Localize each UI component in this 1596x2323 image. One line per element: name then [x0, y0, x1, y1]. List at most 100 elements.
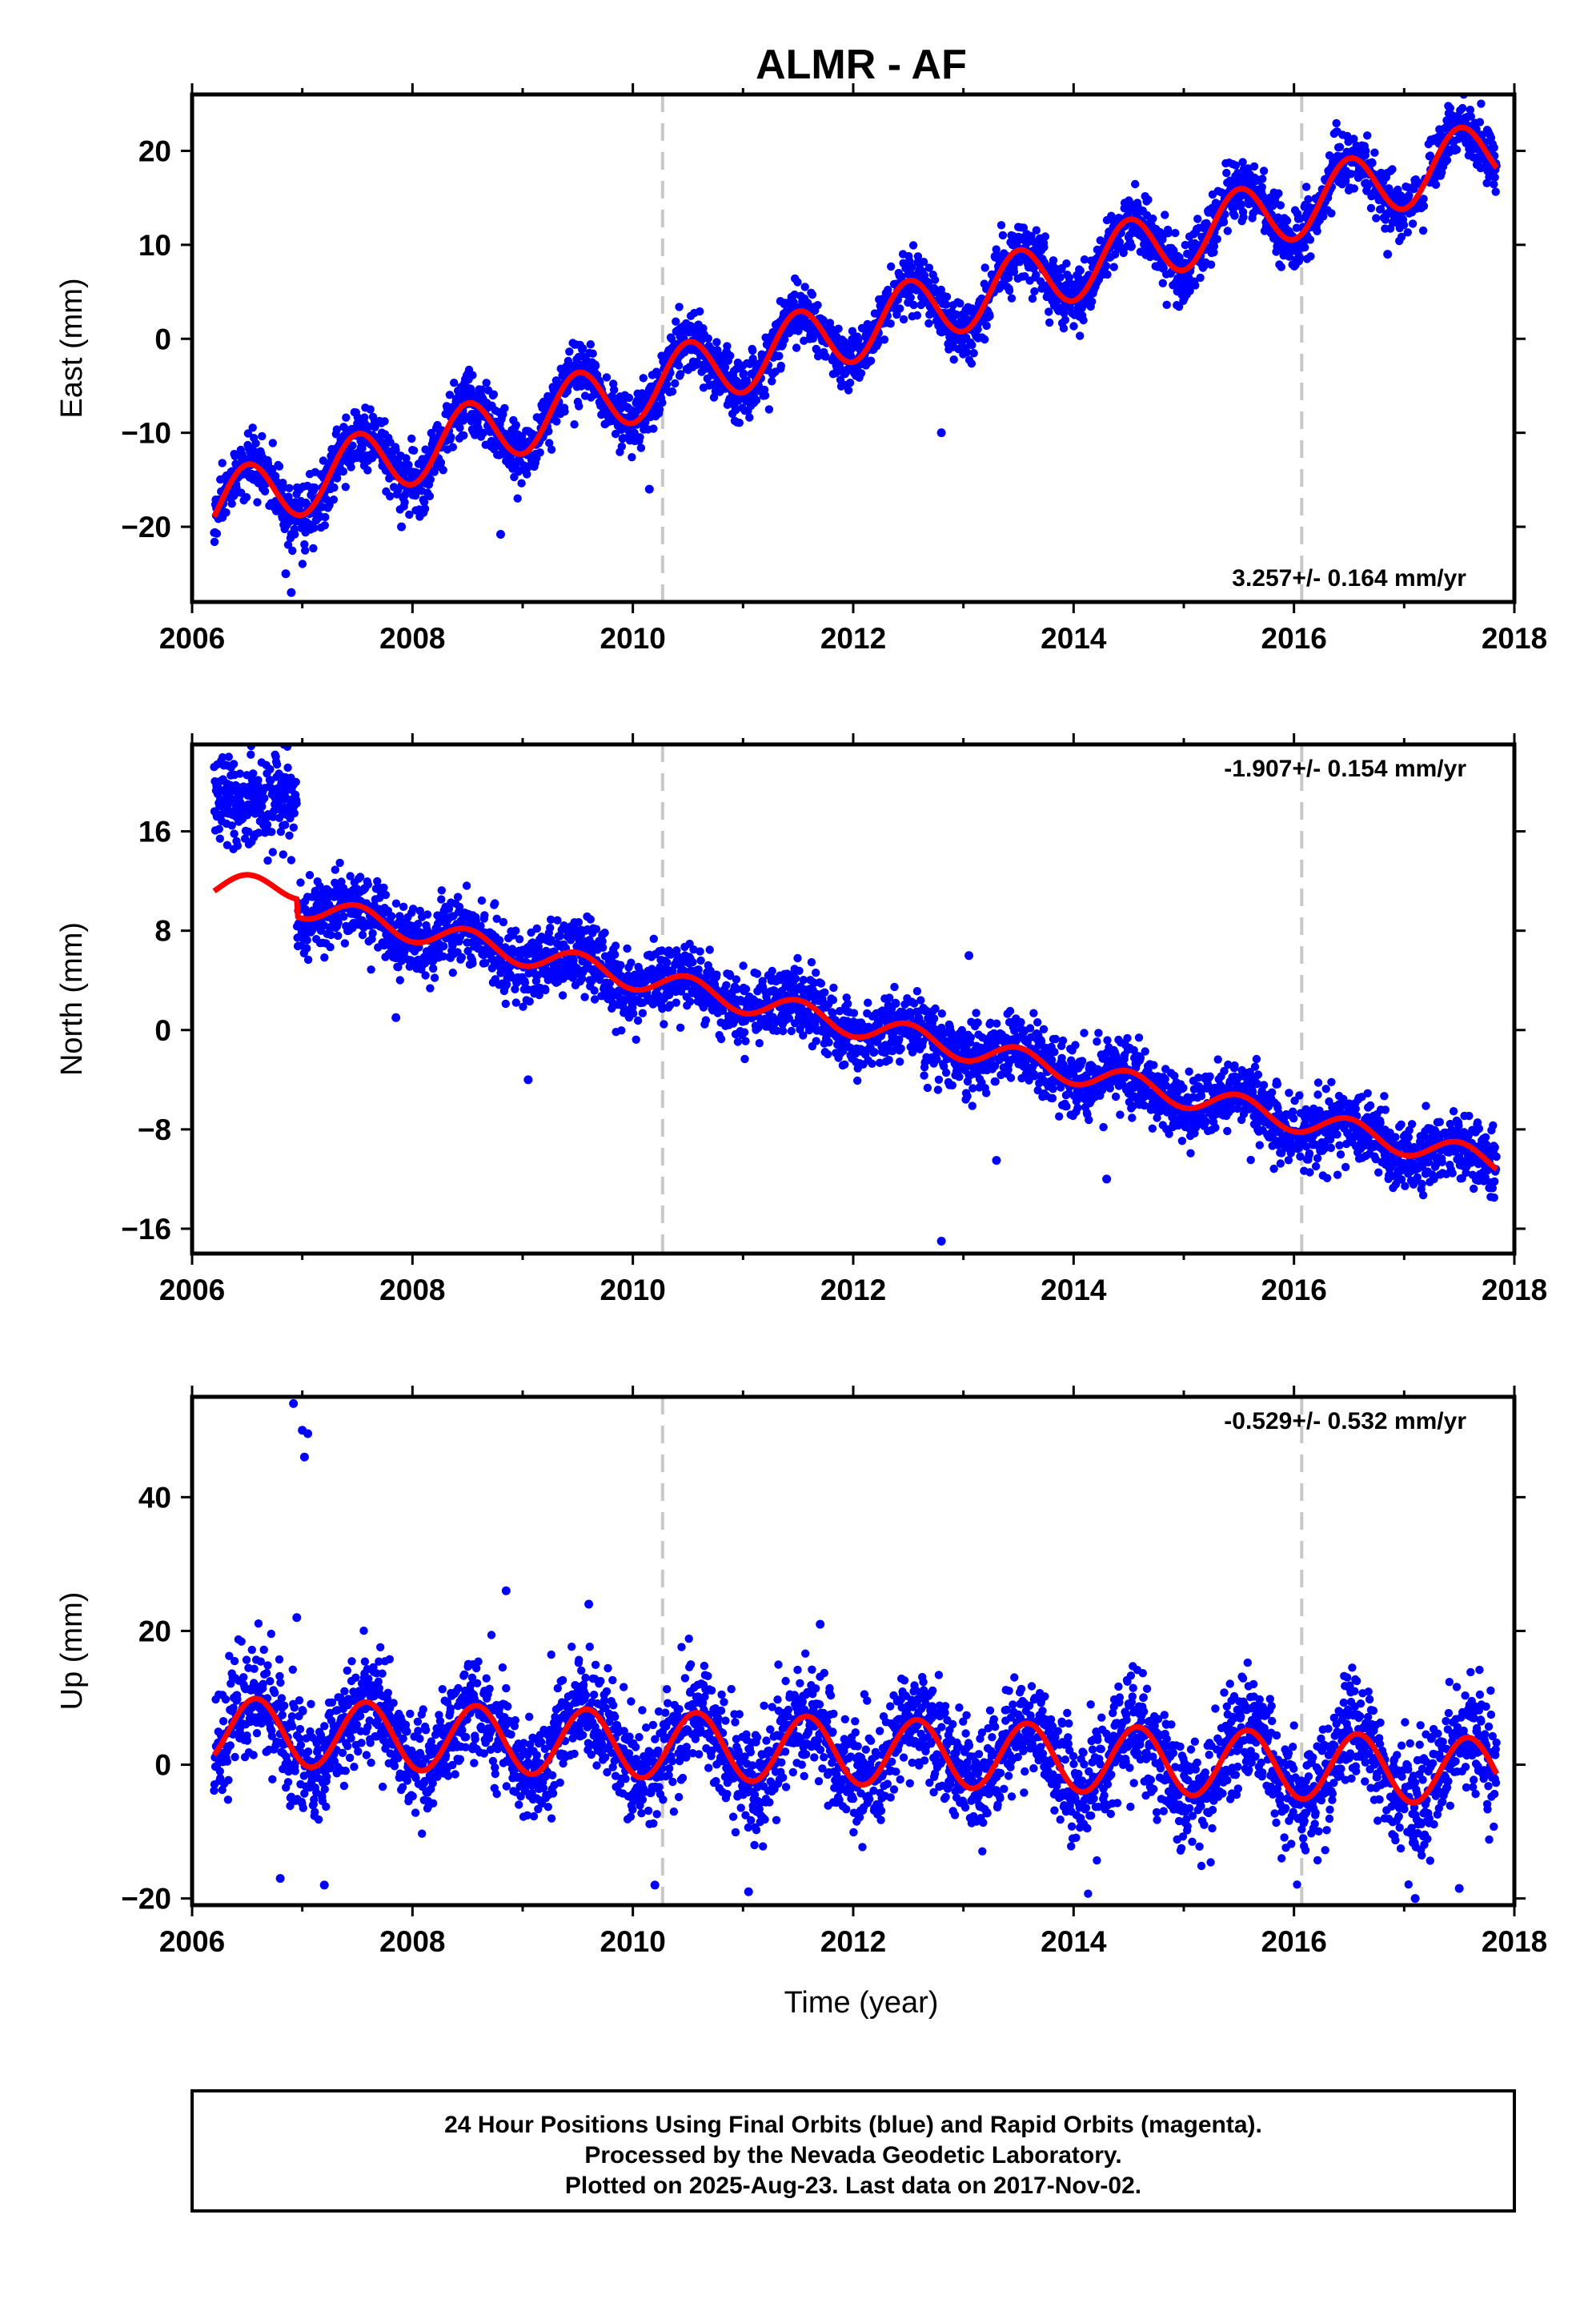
- data-point: [284, 492, 293, 501]
- data-point: [387, 912, 396, 921]
- data-point: [1418, 226, 1428, 235]
- data-point: [820, 988, 829, 997]
- data-point: [924, 319, 933, 328]
- data-point: [586, 915, 595, 924]
- data-point: [303, 936, 311, 945]
- data-point: [279, 850, 287, 859]
- data-point: [672, 998, 680, 1007]
- data-point: [768, 377, 776, 386]
- data-point: [404, 460, 413, 469]
- data-point: [1223, 227, 1233, 235]
- data-point: [331, 865, 339, 874]
- data-point: [1171, 228, 1180, 238]
- data-point-outlier: [1383, 250, 1393, 259]
- data-point: [1259, 167, 1269, 175]
- data-point: [1049, 256, 1058, 265]
- data-point: [908, 263, 916, 272]
- data-point: [409, 446, 419, 455]
- data-point: [368, 929, 377, 938]
- data-point: [998, 231, 1008, 240]
- data-point: [752, 395, 761, 405]
- data-point: [300, 540, 309, 549]
- data-point: [1237, 200, 1246, 209]
- data-point: [807, 957, 816, 967]
- data-point: [712, 970, 721, 979]
- data-point: [320, 953, 329, 962]
- data-point: [735, 419, 744, 427]
- data-point: [913, 258, 922, 267]
- data-point: [962, 347, 972, 357]
- chart-title: ALMR - AF: [756, 42, 967, 88]
- data-point: [210, 537, 219, 547]
- data-point: [511, 420, 520, 430]
- data-point: [1193, 215, 1202, 223]
- data-point: [1274, 189, 1283, 198]
- data-point: [1103, 270, 1112, 279]
- data-point: [755, 1039, 764, 1048]
- data-point: [726, 351, 735, 360]
- data-point: [1079, 315, 1088, 325]
- data-point: [688, 957, 697, 967]
- data-point: [439, 466, 447, 475]
- data-point: [358, 930, 367, 940]
- data-point: [479, 428, 488, 437]
- data-point: [619, 434, 628, 443]
- x-tick-label: 2012: [820, 622, 886, 655]
- data-point: [824, 1038, 833, 1047]
- data-point: [215, 824, 223, 833]
- data-point: [266, 764, 275, 774]
- data-point: [249, 769, 258, 778]
- data-point: [1475, 118, 1485, 126]
- data-point: [513, 494, 522, 503]
- data-point: [668, 387, 677, 396]
- data-point: [739, 369, 748, 378]
- data-point: [366, 405, 375, 414]
- data-point: [348, 441, 357, 450]
- data-point: [1363, 131, 1372, 140]
- data-point: [290, 808, 299, 818]
- data-point: [233, 841, 243, 850]
- data-point: [1144, 195, 1153, 204]
- data-point: [629, 1009, 638, 1018]
- data-point: [1452, 145, 1462, 154]
- data-point: [268, 464, 277, 474]
- data-point: [517, 479, 526, 487]
- data-point: [980, 263, 989, 272]
- data-point: [501, 999, 510, 1009]
- x-tick-label: 2008: [379, 622, 445, 655]
- data-point: [399, 902, 408, 912]
- data-point: [405, 510, 414, 520]
- data-point: [1109, 263, 1118, 271]
- data-point: [663, 958, 672, 967]
- data-point: [515, 935, 524, 944]
- data-point: [696, 956, 705, 965]
- data-point-outlier: [644, 484, 654, 494]
- data-point-outlier: [495, 529, 505, 539]
- data-point: [982, 321, 991, 331]
- data-point: [896, 304, 904, 313]
- data-point: [1158, 279, 1168, 287]
- data-point: [980, 335, 989, 344]
- data-point: [866, 356, 876, 365]
- data-point: [1295, 253, 1305, 262]
- data-point: [445, 391, 455, 399]
- data-point: [912, 311, 922, 320]
- data-point: [1196, 273, 1205, 283]
- data-point: [1403, 228, 1413, 237]
- data-point-outlier: [287, 588, 296, 597]
- data-point: [303, 944, 311, 953]
- data-point: [565, 347, 574, 356]
- data-point: [281, 820, 290, 829]
- data-point: [329, 495, 339, 504]
- data-point: [1131, 179, 1140, 189]
- data-point: [215, 834, 224, 843]
- data-point: [1408, 219, 1418, 228]
- data-point: [1257, 183, 1266, 191]
- data-point: [340, 939, 350, 948]
- data-point: [243, 429, 253, 438]
- data-point: [741, 1037, 750, 1045]
- data-point: [732, 405, 740, 415]
- data-point: [633, 1016, 643, 1025]
- data-point: [599, 943, 608, 953]
